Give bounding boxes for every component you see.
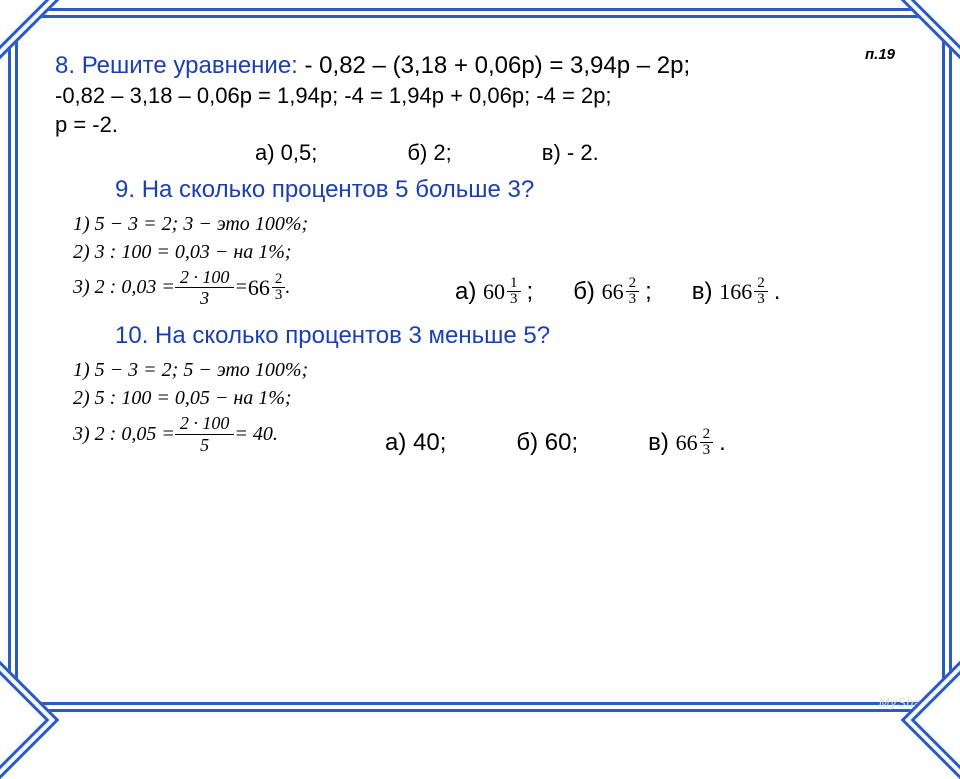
- frac-den: 3: [754, 292, 768, 307]
- q9-ans-a-value: 60 13: [483, 276, 521, 307]
- q9-s1c: 100%;: [250, 213, 308, 235]
- q9-ans-v-label: в): [692, 277, 713, 307]
- frac-num: 2 · 100: [175, 413, 235, 435]
- q8-heading: Решите уравнение:: [82, 52, 298, 79]
- q10-answers: а) 40; б) 60; в) 66 23 .: [385, 427, 905, 458]
- q8-answer-a: а) 0,5;: [255, 139, 317, 167]
- frac-num: 2 · 100: [175, 267, 235, 289]
- q8-number: 8.: [55, 52, 75, 79]
- q10-s2b: на: [233, 387, 253, 409]
- frac-den: 3: [507, 292, 521, 307]
- frac-den: 5: [195, 435, 214, 456]
- frac-den: 3: [272, 288, 286, 303]
- q8-answer-v: в) - 2.: [542, 139, 599, 167]
- q9-s3-end: .: [285, 274, 290, 301]
- q9-number: 9.: [115, 176, 135, 203]
- slide-content: п.19 8. Решите уравнение: - 0,82 – (3,18…: [55, 50, 905, 680]
- mixed-whole: 66: [248, 273, 270, 303]
- q10-s1b: это: [217, 359, 250, 381]
- q10-ans-v-label: в): [648, 428, 669, 458]
- q9-heading: На сколько процентов 5 больше 3?: [142, 176, 535, 203]
- mixed-whole: 60: [483, 278, 505, 306]
- q10-number: 10.: [115, 322, 148, 349]
- page-number-label: п.19: [865, 46, 895, 65]
- q10-s3-fraction: 2 · 100 5: [175, 413, 235, 456]
- q8-title: 8. Решите уравнение: - 0,82 – (3,18 + 0,…: [55, 51, 905, 81]
- q10-title: 10. На сколько процентов 3 меньше 5?: [115, 321, 905, 351]
- q10-s3a: 3) 2 : 0,05 =: [73, 421, 175, 448]
- q10-s2c: 1%;: [253, 387, 291, 409]
- frac-num: 2: [700, 427, 714, 443]
- punct: ;: [527, 277, 534, 307]
- q10-s3-result: = 40.: [234, 421, 278, 448]
- q9-s3-fraction: 2 · 100 3: [175, 267, 235, 310]
- frac-num: 2: [626, 276, 640, 292]
- q9-s1a: 1) 5 − 3 = 2; 3 −: [73, 213, 217, 235]
- mixed-whole: 66: [602, 278, 624, 306]
- q9-ans-v-value: 166 23: [719, 276, 768, 307]
- q9-s3-result: 66 2 3: [248, 272, 286, 303]
- q9-s1b: это: [217, 213, 250, 235]
- frac-den: 3: [700, 443, 714, 458]
- q8-work-line2: -0,82 – 3,18 – 0,06р = 1,94р; -4 = 1,94р…: [55, 82, 905, 110]
- q9-s3-eq: =: [234, 274, 248, 301]
- q10-s1c: 100%;: [250, 359, 308, 381]
- frac-den: 3: [626, 292, 640, 307]
- frac-num: 2: [272, 272, 286, 288]
- frac-num: 1: [507, 276, 521, 292]
- q10-heading: На сколько процентов 3 меньше 5?: [155, 322, 550, 349]
- q10-ans-a: а) 40;: [385, 428, 446, 458]
- q8-equation: - 0,82 – (3,18 + 0,06р) = 3,94р – 2р;: [305, 52, 691, 79]
- q9-ans-b-label: б): [573, 277, 595, 307]
- q10-ans-b: б) 60;: [516, 428, 578, 458]
- punct: .: [774, 277, 781, 307]
- mixed-whole: 166: [719, 278, 752, 306]
- q10-s1a: 1) 5 − 3 = 2; 5 −: [73, 359, 217, 381]
- q9-answers: а) 60 13 ; б) 66 23 ; в) 166 23 .: [455, 276, 905, 307]
- q9-s2a: 2) 3 : 100 = 0,03 −: [73, 241, 233, 263]
- frac-num: 2: [754, 276, 768, 292]
- q8-work-line3: р = -2.: [55, 111, 905, 139]
- q9-ans-b-value: 66 23: [602, 276, 640, 307]
- q8-answers: а) 0,5; б) 2; в) - 2.: [255, 139, 905, 167]
- frac-den: 3: [195, 288, 214, 309]
- q10-s2a: 2) 5 : 100 = 0,05 −: [73, 387, 233, 409]
- q10-ans-v-value: 66 23: [676, 427, 714, 458]
- punct: .: [719, 428, 726, 458]
- q9-s2b: на: [233, 241, 253, 263]
- q9-ans-a-label: а): [455, 277, 476, 307]
- q8-answer-b: б) 2;: [407, 139, 451, 167]
- punct: ;: [645, 277, 652, 307]
- q9-s2c: 1%;: [253, 241, 291, 263]
- q9-s3a: 3) 2 : 0,03 =: [73, 274, 175, 301]
- mixed-whole: 66: [676, 429, 698, 457]
- q9-title: 9. На сколько процентов 5 больше 3?: [115, 175, 905, 205]
